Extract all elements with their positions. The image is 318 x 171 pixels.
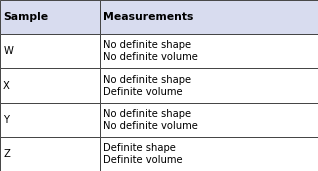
Bar bbox=[100, 0, 318, 34]
Bar bbox=[100, 137, 318, 171]
Bar bbox=[100, 34, 318, 68]
Bar bbox=[0, 34, 100, 68]
Text: No definite shape
No definite volume: No definite shape No definite volume bbox=[103, 109, 198, 131]
Text: Sample: Sample bbox=[3, 12, 48, 22]
Text: Z: Z bbox=[3, 149, 10, 159]
Bar bbox=[0, 103, 100, 137]
Bar bbox=[100, 103, 318, 137]
Text: Definite shape
Definite volume: Definite shape Definite volume bbox=[103, 143, 183, 165]
Bar bbox=[0, 137, 100, 171]
Text: Y: Y bbox=[3, 115, 9, 125]
Bar bbox=[0, 0, 100, 34]
Text: No definite shape
Definite volume: No definite shape Definite volume bbox=[103, 75, 191, 96]
Bar bbox=[0, 68, 100, 103]
Text: W: W bbox=[3, 46, 13, 56]
Bar bbox=[100, 68, 318, 103]
Text: X: X bbox=[3, 81, 10, 90]
Text: No definite shape
No definite volume: No definite shape No definite volume bbox=[103, 40, 198, 62]
Text: Measurements: Measurements bbox=[103, 12, 194, 22]
